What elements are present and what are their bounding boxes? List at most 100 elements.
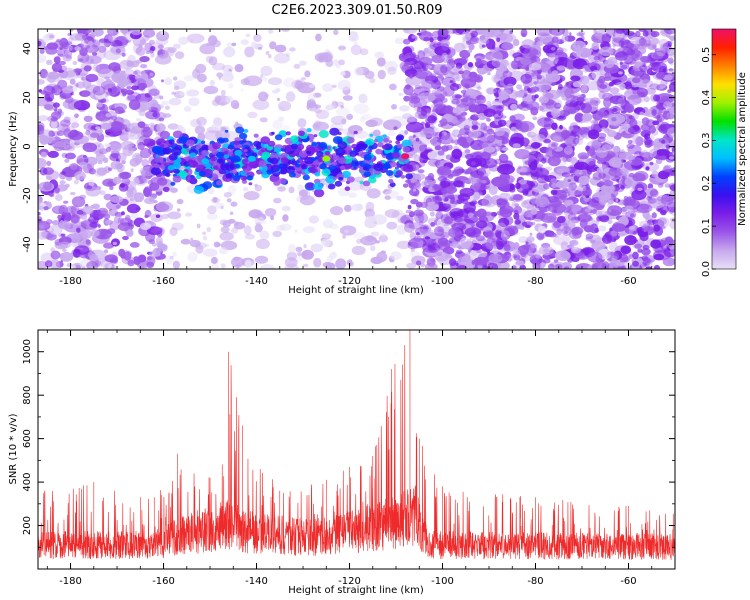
heatmap-cell [176,208,181,212]
heatmap-cell [103,193,113,201]
heatmap-cell [196,223,201,229]
heatmap-cell [461,30,472,42]
heatmap-cell [149,99,159,109]
heatmap-cell [649,189,659,198]
heatmap-cell [150,46,156,51]
heatmap-cell [301,164,308,170]
heatmap-cell [593,120,599,124]
heatmap-cell [611,223,626,232]
colorbar-tick-label: 0.1 [701,218,712,234]
heatmap-cell [515,182,521,190]
heatmap-cell [76,210,84,215]
heatmap-cell [556,228,563,236]
heatmap-cell [209,263,220,269]
heatmap-cell [440,178,451,188]
heatmap-cell [168,97,182,106]
heatmap-cell [67,130,84,141]
heatmap-cell [333,29,339,35]
heatmap-cell [581,65,590,73]
heatmap-cell [663,165,671,173]
heatmap-cell [657,116,662,123]
heatmap-cell [83,115,93,123]
heatmap-cell [88,249,107,261]
heatmap-cell [458,117,466,122]
heatmap-cell [301,249,314,260]
heatmap-cell [598,166,610,174]
heatmap-cell [258,91,269,102]
colorbar-tick-label: 0.4 [701,90,712,106]
y-tick-label: 400 [22,473,33,492]
heatmap-cell [65,152,76,160]
heatmap-cell [413,190,419,196]
heatmap-cell [268,54,272,59]
heatmap-cell [243,191,260,201]
heatmap-cell [178,36,189,45]
heatmap-cell [288,243,296,254]
heatmap-cell [575,138,584,146]
heatmap-cell [71,196,86,208]
heatmap-cell [139,82,148,89]
heatmap-cell [626,49,636,56]
heatmap-cell [404,130,409,135]
heatmap-cell [157,44,164,50]
heatmap-cell [178,170,188,178]
heatmap-cell [121,52,126,57]
heatmap-cell [354,66,364,76]
heatmap-cell [167,123,179,130]
heatmap-cell [127,132,138,141]
heatmap-cell [298,60,307,66]
heatmap-cell [212,142,221,150]
heatmap-cell [62,98,82,110]
heatmap-cell [285,52,290,57]
heatmap-cell [180,238,191,245]
heatmap-cell [253,33,262,43]
heatmap-cell [464,179,474,185]
heatmap-cell [613,263,619,268]
heatmap-cell [663,101,672,109]
heatmap-cell [108,143,122,153]
heatmap-cell [651,170,659,178]
heatmap-cell [71,213,76,218]
heatmap-cell [207,205,217,215]
heatmap-cell [606,209,617,216]
heatmap-cell [420,29,428,36]
heatmap-cell [60,171,66,175]
heatmap-cell [206,226,212,233]
heatmap-cell [74,113,79,119]
heatmap-cell [318,130,329,139]
heatmap-cell [121,88,125,94]
heatmap-cell [122,145,134,157]
heatmap-cell [85,239,91,245]
heatmap-cell [97,224,101,228]
y-tick-label: 600 [22,429,33,448]
heatmap-cell [403,38,411,45]
heatmap-cell [509,183,515,190]
y-tick-label: 0 [22,143,33,149]
heatmap-cell [499,208,513,218]
heatmap-cell [165,255,174,265]
heatmap-cell [258,46,262,50]
heatmap-cell [297,147,302,151]
heatmap-cell [413,235,422,242]
heatmap-cell [162,186,170,193]
heatmap-cell [59,252,74,262]
heatmap-cell [501,147,509,152]
heatmap-cell [156,240,164,249]
heatmap-cell [396,240,411,250]
heatmap-cell [168,139,175,145]
heatmap-cell [137,141,145,151]
heatmap-cell [50,120,58,129]
heatmap-cell [444,186,458,194]
heatmap-cell [218,76,222,80]
heatmap-cell [260,74,264,78]
heatmap-cell [477,37,490,45]
heatmap-cell [244,233,255,240]
heatmap-cell [383,137,389,143]
heatmap-cell [645,166,650,171]
heatmap-cell [105,219,113,225]
heatmap-cell [423,36,430,42]
heatmap-cell [259,264,276,269]
heatmap-cell [137,121,146,129]
heatmap-cell [556,65,566,71]
heatmap-cell [123,251,132,261]
